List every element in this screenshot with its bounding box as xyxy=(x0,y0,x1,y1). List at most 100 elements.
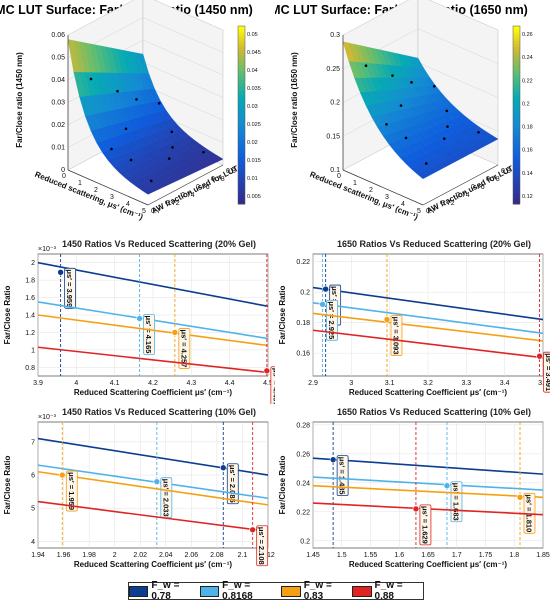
x-tick-label: 2.9 xyxy=(308,380,318,387)
annotation-box xyxy=(178,328,191,369)
legend: F_w = 0.78 F_w = 0.8168 F_w = 0.83 F_w =… xyxy=(128,580,424,602)
y-tick-label: 0.2 xyxy=(300,538,310,545)
colorbar-tick-label: 0.045 xyxy=(247,50,261,56)
line-chart-1650-10gel: 1650 Ratios Vs Reduced Scattering (10% G… xyxy=(278,407,550,569)
y-axis xyxy=(422,164,499,206)
colorbar-segment xyxy=(238,174,245,178)
colorbar-segment xyxy=(238,91,245,95)
colorbar-segment xyxy=(238,201,245,205)
colorbar-segment xyxy=(238,144,245,149)
x-axis-label: Reduced Scattering Coefficient μs′ (cm⁻¹… xyxy=(74,388,233,397)
legend-item: F_w = 0.78 xyxy=(129,580,200,602)
y-tick-label: 4 xyxy=(31,539,35,546)
data-point xyxy=(516,494,524,501)
z-tick-label: 0.3 xyxy=(330,32,340,39)
z-tick-label: 0 xyxy=(61,167,65,174)
annotation-box xyxy=(326,299,338,341)
sample-point xyxy=(124,127,128,131)
y-tick-label: 0.16 xyxy=(296,351,310,358)
x-axis-label: Reduced scattering, μs′ (cm⁻¹) xyxy=(308,170,419,222)
colorbar-segment xyxy=(238,156,245,160)
colorbar-segment xyxy=(513,67,520,71)
colorbar-segment xyxy=(513,103,520,107)
colorbar xyxy=(512,25,521,205)
colorbar-segment xyxy=(513,109,520,113)
sample-point xyxy=(129,158,133,162)
colorbar-segment xyxy=(238,34,245,39)
colorbar-segment xyxy=(238,153,245,158)
y-tick-label: 0.7 xyxy=(151,208,161,215)
sample-point xyxy=(391,74,394,77)
colorbar-segment xyxy=(238,109,245,113)
x-tick-label: 1 xyxy=(78,180,82,187)
axis-exponent: ×10⁻³ xyxy=(38,414,57,421)
colorbar-segment xyxy=(238,126,245,131)
y-tick-label: 1.4 xyxy=(25,313,35,320)
colorbar-segment xyxy=(513,112,520,116)
y-tick-label: 6 xyxy=(31,473,35,480)
sample-point xyxy=(110,147,113,151)
sample-point xyxy=(135,98,138,101)
y-tick-label: 0.72 xyxy=(441,200,455,207)
y-tick-label: 0.28 xyxy=(296,422,310,429)
y-axis xyxy=(147,164,224,206)
colorbar-segment xyxy=(513,171,520,175)
colorbar-segment xyxy=(513,52,520,57)
colorbar-tick-label: 0.24 xyxy=(522,55,533,61)
x-tick-label: 2.02 xyxy=(133,552,147,559)
series-line xyxy=(312,302,544,335)
annotation-box xyxy=(390,315,403,356)
sample-point xyxy=(149,179,153,183)
z-tick-label: 0.04 xyxy=(51,77,65,84)
colorbar-segment xyxy=(513,180,520,184)
colorbar xyxy=(237,25,246,205)
data-point xyxy=(136,315,143,322)
colorbar-segment xyxy=(238,64,245,69)
colorbar-segment xyxy=(513,150,520,155)
x-tick-label: 2.1 xyxy=(238,552,248,559)
series-line xyxy=(312,484,544,499)
x-tick-label: 1.98 xyxy=(82,552,96,559)
sample-point xyxy=(202,150,205,154)
colorbar-segment xyxy=(513,159,520,163)
colorbar-segment xyxy=(238,58,245,63)
colorbar-segment xyxy=(238,55,245,60)
colorbar-segment xyxy=(238,132,245,137)
y-tick-label: 0.24 xyxy=(296,480,310,487)
sample-point xyxy=(477,130,480,134)
x-axis xyxy=(67,169,149,206)
colorbar-segment xyxy=(513,37,520,42)
colorbar-segment xyxy=(238,195,245,199)
annotation-box xyxy=(256,525,269,567)
x-tick-label: 1.94 xyxy=(31,552,45,559)
colorbar-segment xyxy=(513,91,520,95)
x-tick-label: 1.7 xyxy=(452,552,462,559)
z-tick-label: 0.06 xyxy=(51,32,65,39)
colorbar-segment xyxy=(238,61,245,66)
grid-line xyxy=(67,0,224,36)
colorbar-segment xyxy=(238,192,245,196)
axis-exponent: ×10⁻³ xyxy=(38,246,57,253)
colorbar-segment xyxy=(513,147,520,152)
line-chart-1450-20gel: 1450 Ratios Vs Reduced Scattering (20% G… xyxy=(3,239,275,404)
y-tick-label: 0.22 xyxy=(296,259,310,266)
series-line xyxy=(37,314,269,347)
colorbar-segment xyxy=(238,162,245,166)
x-tick-label: 4 xyxy=(401,201,405,208)
legend-swatch xyxy=(199,585,220,597)
colorbar-segment xyxy=(513,43,520,48)
colorbar-segment xyxy=(238,52,245,57)
sample-point xyxy=(410,81,413,84)
colorbar-segment xyxy=(238,49,245,54)
colorbar-segment xyxy=(238,115,245,119)
colorbar-segment xyxy=(238,82,245,86)
colorbar-segment xyxy=(513,76,520,80)
annotation: μs′ = 1.485 xyxy=(336,455,349,497)
data-point xyxy=(249,526,256,534)
colorbar-tick-label: 0.16 xyxy=(522,148,533,154)
x-tick-label: 2.08 xyxy=(210,552,224,559)
colorbar-segment xyxy=(238,112,245,116)
colorbar-segment xyxy=(513,94,520,98)
series-line xyxy=(37,464,269,500)
colorbar-segment xyxy=(513,129,520,134)
